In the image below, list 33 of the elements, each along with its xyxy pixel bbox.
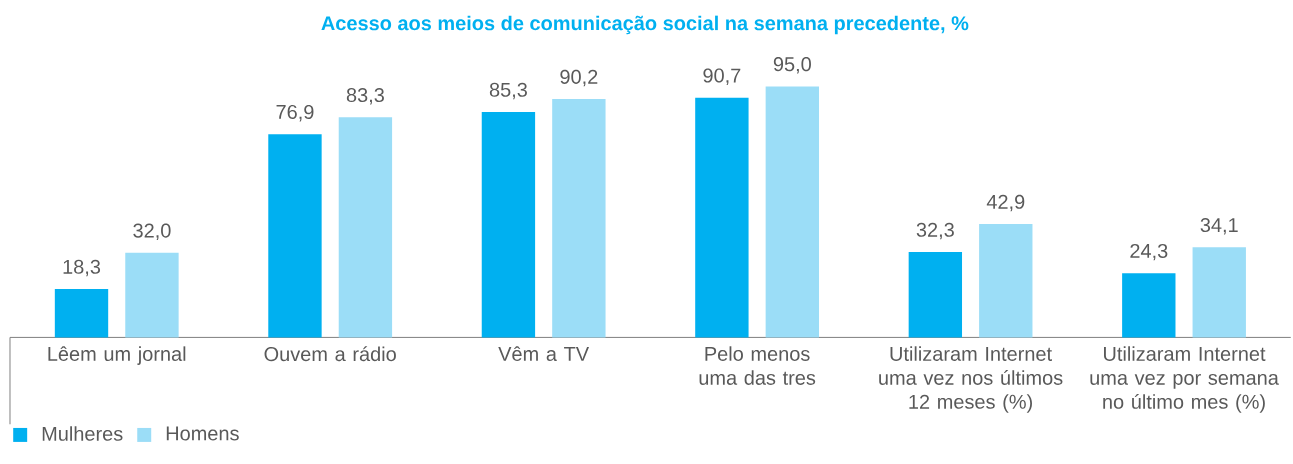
data-label: 85,3 bbox=[489, 82, 527, 100]
data-label: 18,3 bbox=[63, 259, 101, 277]
x-tick-label: Pelo menos uma das tres bbox=[699, 346, 816, 385]
bar bbox=[481, 111, 536, 338]
x-tick-label: Ouvem a rádio bbox=[264, 346, 396, 362]
data-label: 83,3 bbox=[346, 87, 384, 105]
bar bbox=[1192, 247, 1246, 338]
x-tick-label: Lêem um jornal bbox=[48, 346, 186, 365]
data-label: 90,7 bbox=[703, 68, 741, 85]
bar bbox=[338, 117, 393, 338]
data-label: 24,3 bbox=[1130, 243, 1168, 261]
bar bbox=[908, 251, 963, 338]
legend-label: Homens bbox=[166, 426, 239, 441]
x-tick-label: Utilizaram Internet uma vez por semana no último mes (%) bbox=[1090, 346, 1279, 413]
data-label: 95,0 bbox=[773, 56, 811, 74]
bar bbox=[765, 86, 820, 338]
bar bbox=[1122, 273, 1176, 338]
data-label: 34,1 bbox=[1200, 217, 1238, 235]
bar bbox=[979, 223, 1033, 338]
chart-title: Acesso aos meios de comunicação social na semana precedente, % bbox=[321, 15, 969, 35]
x-tick-label: Vêm a TV bbox=[498, 346, 590, 361]
data-label: 42,9 bbox=[986, 194, 1025, 212]
data-label: 32,0 bbox=[133, 223, 171, 240]
x-tick-label: Utilizaram Internet uma vez nos últimos 12 meses (%) bbox=[879, 346, 1063, 413]
legend-label: Mulheres bbox=[42, 426, 123, 441]
bar bbox=[695, 97, 749, 338]
data-label: 76,9 bbox=[276, 104, 314, 122]
bar bbox=[268, 134, 322, 338]
bar bbox=[125, 252, 179, 338]
data-label: 90,2 bbox=[560, 69, 598, 87]
bar bbox=[54, 288, 109, 338]
bar bbox=[552, 99, 606, 338]
data-label: 32,3 bbox=[916, 222, 954, 240]
